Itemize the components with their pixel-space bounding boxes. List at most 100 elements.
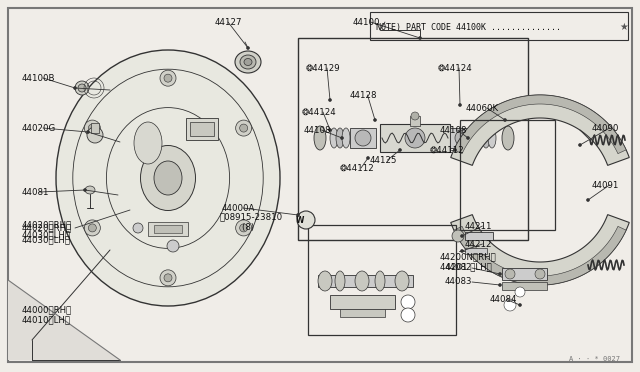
Ellipse shape xyxy=(355,271,369,291)
Circle shape xyxy=(87,127,103,143)
Circle shape xyxy=(83,189,86,192)
Circle shape xyxy=(78,84,86,92)
Polygon shape xyxy=(451,215,629,285)
Text: 44125: 44125 xyxy=(370,155,397,164)
Circle shape xyxy=(452,230,464,242)
Text: Ⓦ08915-23810
        (8): Ⓦ08915-23810 (8) xyxy=(220,212,283,232)
Polygon shape xyxy=(8,280,120,360)
Circle shape xyxy=(239,224,248,232)
Circle shape xyxy=(88,124,97,132)
Bar xyxy=(154,225,182,233)
Text: ❂44112: ❂44112 xyxy=(430,145,465,154)
Circle shape xyxy=(328,99,332,102)
Text: ❂44129: ❂44129 xyxy=(306,64,340,73)
Circle shape xyxy=(236,120,252,136)
Bar xyxy=(340,309,385,317)
Text: 44200N〈RH〉
44201 〈LH〉: 44200N〈RH〉 44201 〈LH〉 xyxy=(440,252,497,272)
Bar xyxy=(318,275,413,287)
Circle shape xyxy=(504,119,506,122)
Text: 44091: 44091 xyxy=(592,180,620,189)
Circle shape xyxy=(411,112,419,120)
Ellipse shape xyxy=(235,51,261,73)
Bar xyxy=(465,232,493,240)
Text: 44082: 44082 xyxy=(445,263,472,273)
Circle shape xyxy=(164,74,172,82)
Circle shape xyxy=(504,299,516,311)
Circle shape xyxy=(579,144,582,147)
Ellipse shape xyxy=(342,128,350,148)
Bar xyxy=(186,118,218,140)
Text: 44020〈RH〉: 44020〈RH〉 xyxy=(22,224,72,232)
Text: ❂44124: ❂44124 xyxy=(438,64,473,73)
Polygon shape xyxy=(451,95,629,166)
Bar xyxy=(350,128,376,148)
Text: NOTE) PART CODE 44100K ..............: NOTE) PART CODE 44100K .............. xyxy=(376,22,561,32)
Ellipse shape xyxy=(375,271,385,291)
Circle shape xyxy=(374,119,376,122)
Circle shape xyxy=(164,274,172,282)
Circle shape xyxy=(461,250,463,253)
Bar xyxy=(502,282,547,290)
Circle shape xyxy=(499,283,502,286)
Text: ❂44112: ❂44112 xyxy=(340,164,375,173)
Ellipse shape xyxy=(56,50,280,306)
Ellipse shape xyxy=(502,126,514,150)
Circle shape xyxy=(454,148,456,151)
Bar xyxy=(380,124,450,152)
Polygon shape xyxy=(454,95,626,154)
Text: A · · * 0027: A · · * 0027 xyxy=(569,356,620,362)
Circle shape xyxy=(455,130,471,146)
Text: 44100B: 44100B xyxy=(22,74,56,83)
Ellipse shape xyxy=(335,271,345,291)
Bar xyxy=(370,12,628,40)
Circle shape xyxy=(461,234,463,237)
Circle shape xyxy=(84,120,100,136)
Circle shape xyxy=(515,287,525,297)
Circle shape xyxy=(458,103,461,106)
Bar xyxy=(330,295,395,309)
Text: 44108: 44108 xyxy=(304,125,332,135)
Circle shape xyxy=(355,130,371,146)
Circle shape xyxy=(246,46,250,49)
Text: 44128: 44128 xyxy=(350,90,378,99)
Text: 44084: 44084 xyxy=(490,295,518,305)
Ellipse shape xyxy=(330,128,338,148)
Circle shape xyxy=(401,295,415,309)
Text: 44100: 44100 xyxy=(353,17,381,26)
Bar xyxy=(308,225,456,335)
Circle shape xyxy=(405,128,425,148)
Text: W: W xyxy=(296,215,304,224)
Circle shape xyxy=(499,273,502,276)
Circle shape xyxy=(75,81,89,95)
Ellipse shape xyxy=(318,271,332,291)
Text: 44211: 44211 xyxy=(465,221,493,231)
Ellipse shape xyxy=(154,161,182,195)
Circle shape xyxy=(419,36,422,39)
Circle shape xyxy=(236,220,252,236)
Circle shape xyxy=(401,308,415,322)
Ellipse shape xyxy=(244,58,252,65)
Text: 44108: 44108 xyxy=(440,125,467,135)
Ellipse shape xyxy=(488,128,496,148)
Ellipse shape xyxy=(141,145,195,211)
Bar xyxy=(148,222,188,236)
Circle shape xyxy=(467,137,470,140)
Ellipse shape xyxy=(395,271,409,291)
Circle shape xyxy=(133,223,143,233)
Ellipse shape xyxy=(240,55,256,69)
Circle shape xyxy=(88,224,97,232)
Circle shape xyxy=(296,214,300,217)
Circle shape xyxy=(167,240,179,252)
Circle shape xyxy=(535,269,545,279)
Circle shape xyxy=(505,269,515,279)
Text: 44090: 44090 xyxy=(592,124,620,132)
Ellipse shape xyxy=(336,128,344,148)
Text: ★: ★ xyxy=(620,22,628,32)
Circle shape xyxy=(328,128,332,131)
Text: ❂44124: ❂44124 xyxy=(302,108,337,116)
Circle shape xyxy=(367,157,369,160)
Bar xyxy=(410,116,420,126)
Ellipse shape xyxy=(134,122,162,164)
Bar xyxy=(190,122,214,136)
Text: 44000〈RH〉
44010〈LH〉: 44000〈RH〉 44010〈LH〉 xyxy=(22,305,72,325)
